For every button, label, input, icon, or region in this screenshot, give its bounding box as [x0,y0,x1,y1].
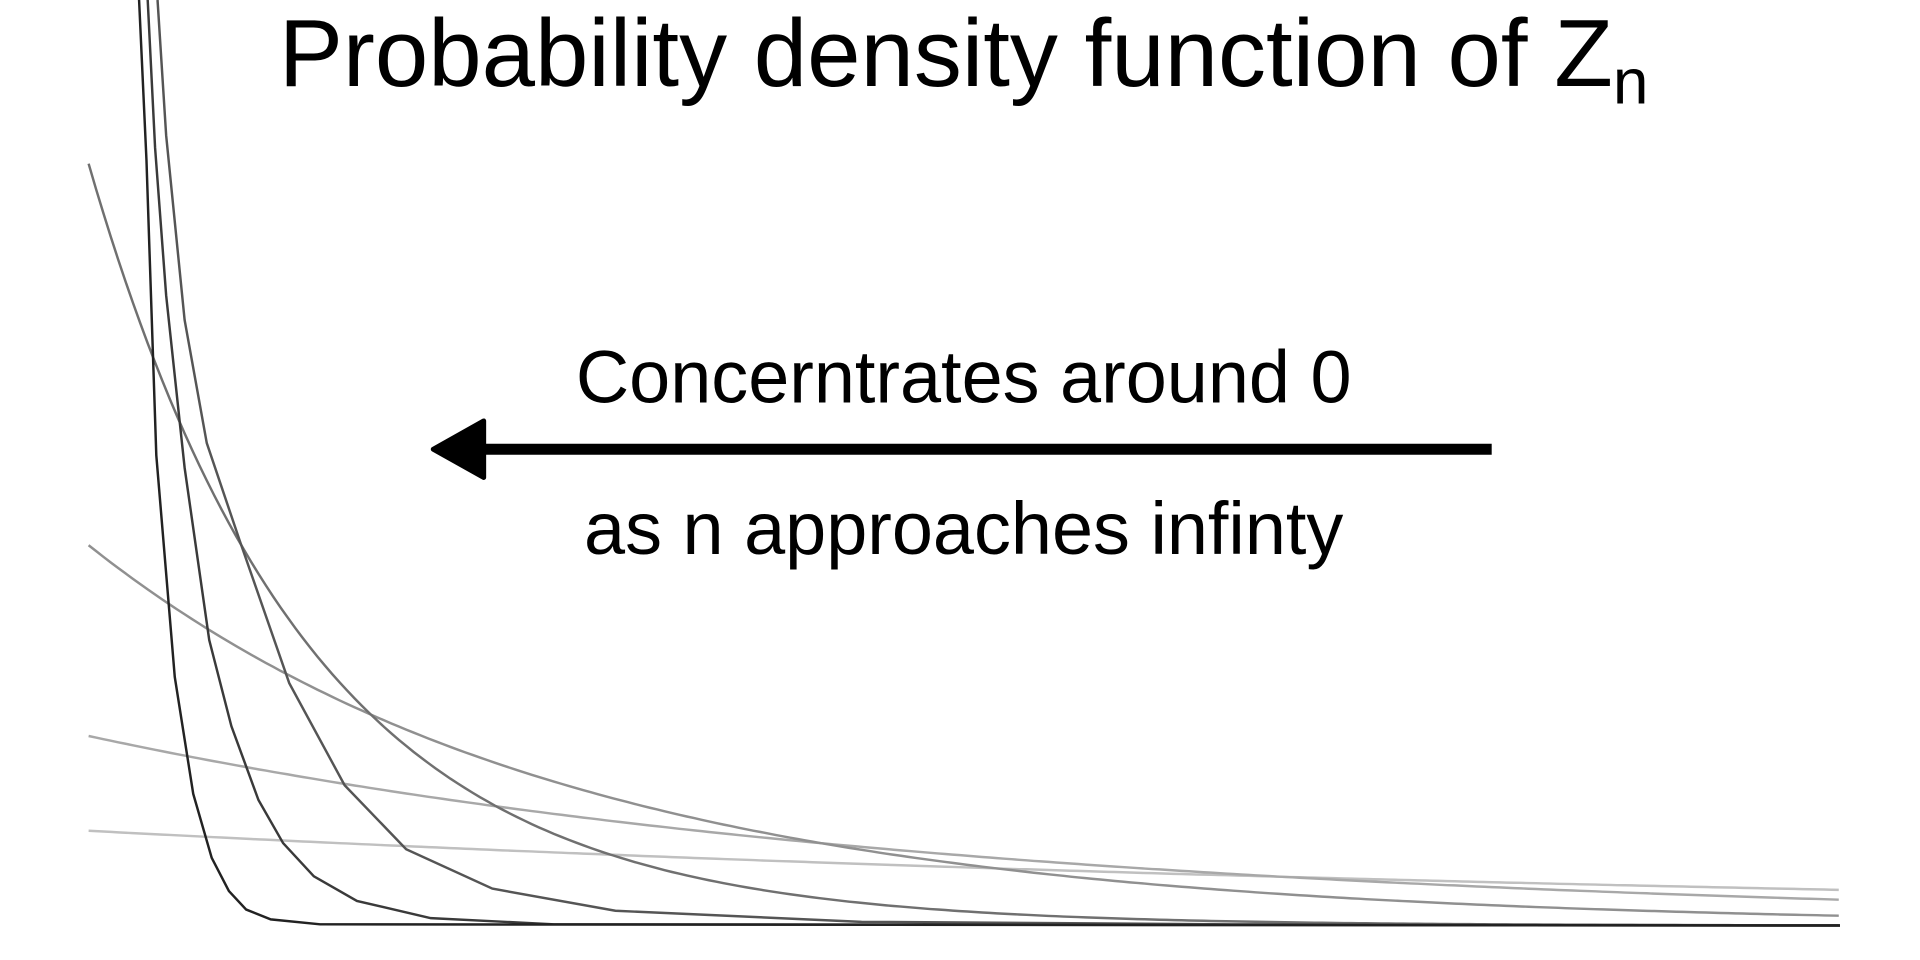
density-curve [146,0,1841,927]
density-curves [87,0,1841,927]
title-subscript: n [1613,45,1649,117]
density-curve [88,829,1839,892]
title: Probability density function of Zn [279,0,1649,117]
annotation-bottom: as n approaches infinty [584,487,1343,570]
title-main: Probability density function of Z [279,0,1613,107]
density-curve [156,0,1841,927]
density-curve [137,0,1841,927]
annotation-top: Concerntrates around 0 [576,335,1352,418]
arrow-head [430,418,487,480]
density-curve [87,544,1839,917]
density-curve [88,734,1839,901]
